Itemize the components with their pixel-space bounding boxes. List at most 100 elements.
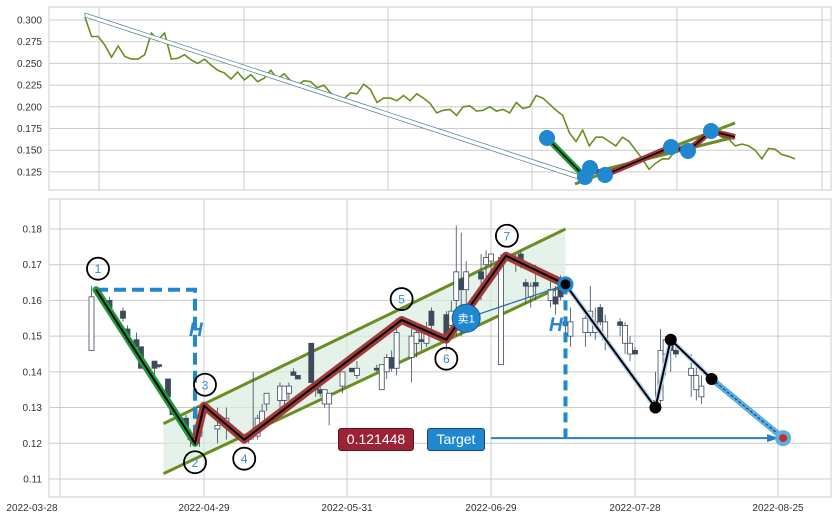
candlestick <box>326 392 333 426</box>
candlestick <box>120 307 126 322</box>
overview-pivot-marker <box>582 160 598 176</box>
candlestick <box>294 375 301 380</box>
main-y-tick: 0.11 <box>23 474 42 485</box>
target-marker-center <box>779 434 788 443</box>
overview-y-tick: 0.250 <box>17 59 42 70</box>
sell-signal-label: 卖1 <box>458 312 475 325</box>
candlestick <box>339 371 346 394</box>
candlestick <box>290 368 297 376</box>
candle-body-up <box>263 392 270 405</box>
height-label: H <box>549 315 564 336</box>
sell-signal-marker <box>451 303 481 333</box>
candlestick <box>617 318 624 337</box>
overview-y-tick: 0.125 <box>17 167 42 178</box>
candle-body-up <box>286 385 292 394</box>
candlestick <box>597 303 604 326</box>
candlestick <box>488 253 494 272</box>
wave-number-label: 6 <box>443 352 450 366</box>
candlestick <box>627 336 633 362</box>
candle-body-up <box>453 271 460 301</box>
candle-body-up <box>383 357 390 373</box>
wave-number-circle <box>193 372 217 397</box>
candle-body-down <box>418 339 425 342</box>
wave-number-circle <box>434 346 459 371</box>
main-y-tick: 0.18 <box>23 225 43 236</box>
candle-body-down <box>672 350 679 355</box>
candlestick <box>693 364 700 401</box>
candle-body-up <box>698 385 705 398</box>
candlestick <box>428 307 435 329</box>
wave-number-label: 3 <box>202 378 209 392</box>
candle-body-down <box>632 350 638 355</box>
projection-pivot <box>649 401 662 414</box>
candle-body-up <box>488 253 494 262</box>
candle-body-up <box>547 289 554 301</box>
candle-body-up <box>688 367 695 376</box>
pattern-overlay: 卖1 H H 1 2 3 4 5 6 7 <box>86 223 792 475</box>
wave-number-label: 2 <box>192 456 199 470</box>
main-y-tick: 0.12 <box>23 439 43 450</box>
candle-body-up <box>627 342 633 355</box>
overview-pivot-marker <box>539 130 555 146</box>
candlestick <box>263 392 270 412</box>
wave-number-circle <box>183 450 207 475</box>
candle-body-up <box>622 325 628 344</box>
candlestick <box>308 342 315 383</box>
overview-frame <box>48 6 832 191</box>
candle-body-down <box>458 278 465 291</box>
candlestick <box>698 375 705 404</box>
candlestick <box>522 278 529 304</box>
main-x-tick: 2022-04-29 <box>178 503 230 514</box>
candle-body-up <box>582 317 589 333</box>
candlestick <box>88 286 95 351</box>
main-y-axis: 0.18 0.17 0.16 0.15 0.14 0.13 0.12 0.11 <box>23 225 43 486</box>
wave-number-label: 4 <box>241 452 248 466</box>
candlestick <box>567 307 574 347</box>
wave-number-circle <box>389 287 414 311</box>
candlestick <box>286 382 292 401</box>
candle-body-down <box>388 357 395 369</box>
height-dashed-guide <box>96 287 197 444</box>
main-y-tick: 0.14 <box>23 367 43 378</box>
target-label: Target <box>427 428 485 451</box>
candle-body-down <box>597 307 604 323</box>
candlestick <box>413 328 420 358</box>
candle-body-up <box>463 271 470 291</box>
candlestick <box>354 361 360 379</box>
candlestick <box>463 261 470 308</box>
overview-pivot-marker <box>680 143 696 159</box>
candle-body-up <box>326 392 333 405</box>
candle-body-up <box>378 364 385 391</box>
wave-number-label: 5 <box>398 293 405 307</box>
overview-y-tick: 0.150 <box>17 146 42 157</box>
target-leg-dash <box>711 378 784 439</box>
overview-pivot-marker <box>703 123 719 139</box>
candlestick <box>408 328 415 383</box>
wave-number-label: 7 <box>504 229 511 243</box>
sell-signal-pointer <box>477 285 562 315</box>
candle-body-up <box>498 257 504 366</box>
candle-body-down <box>294 375 301 380</box>
candlestick <box>378 364 385 391</box>
candlestick <box>156 364 162 369</box>
candle-body-up <box>527 285 534 298</box>
overview-pivot-marker <box>597 167 613 183</box>
overview-pivot-marker <box>663 139 679 155</box>
candle-body-down <box>478 271 484 280</box>
main-x-tick: 2022-08-25 <box>752 503 804 514</box>
target-value-label: 0.121448 <box>338 428 414 451</box>
wave-number-circle <box>494 223 519 248</box>
candle-body-up <box>408 335 415 358</box>
candle-body-down <box>349 367 355 373</box>
main-y-tick: 0.15 <box>23 332 43 343</box>
wave-number-label: 1 <box>95 262 102 276</box>
overview-y-axis: 0.300 0.275 0.250 0.225 0.200 0.175 0.150 0.125 <box>17 16 42 179</box>
candlestick <box>552 286 559 315</box>
breakout-marker-center <box>560 279 571 290</box>
main-x-axis: 2022-03-28 2022-04-29 2022-05-31 2022-06-29… <box>6 503 804 514</box>
candle-body-down <box>290 371 297 376</box>
main-x-tick: 2022-07-28 <box>609 503 661 514</box>
candle-body-down <box>156 364 162 367</box>
overview-y-tick: 0.225 <box>17 81 42 92</box>
